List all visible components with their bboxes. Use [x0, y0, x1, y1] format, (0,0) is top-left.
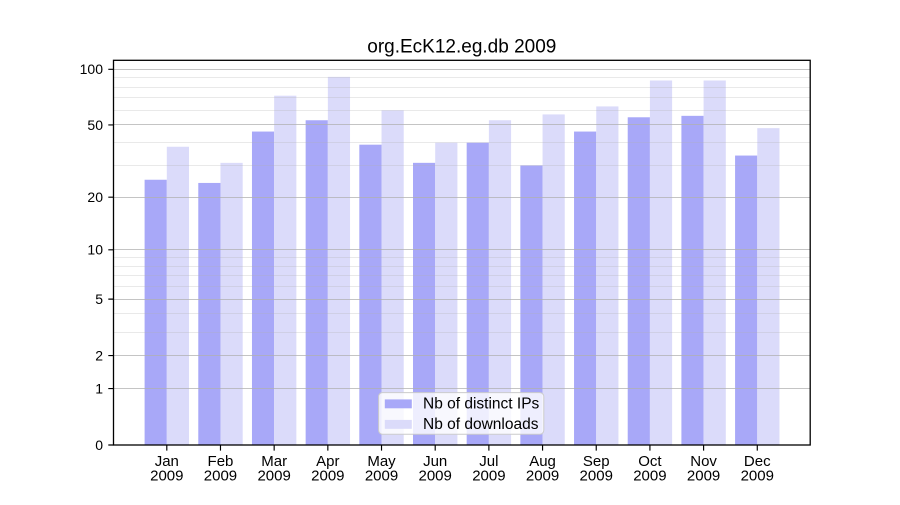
- svg-text:0: 0: [95, 437, 103, 453]
- svg-text:2009: 2009: [365, 468, 398, 485]
- svg-text:Oct: Oct: [638, 453, 662, 470]
- svg-text:2: 2: [95, 347, 103, 363]
- svg-text:1: 1: [95, 380, 103, 396]
- svg-text:2009: 2009: [311, 468, 344, 485]
- svg-text:2009: 2009: [257, 468, 290, 485]
- svg-text:Jun: Jun: [423, 453, 447, 470]
- svg-text:Dec: Dec: [744, 453, 771, 470]
- svg-text:Jan: Jan: [155, 453, 179, 470]
- svg-text:Mar: Mar: [261, 453, 287, 470]
- svg-text:2009: 2009: [580, 468, 613, 485]
- svg-text:Nov: Nov: [690, 453, 717, 470]
- svg-text:Jul: Jul: [479, 453, 498, 470]
- svg-text:2009: 2009: [472, 468, 505, 485]
- svg-text:100: 100: [80, 61, 104, 77]
- svg-text:Feb: Feb: [208, 453, 234, 470]
- svg-text:5: 5: [95, 291, 103, 307]
- svg-text:May: May: [367, 453, 396, 470]
- svg-text:2009: 2009: [419, 468, 452, 485]
- svg-text:10: 10: [87, 242, 103, 258]
- svg-text:2009: 2009: [204, 468, 237, 485]
- svg-text:Sep: Sep: [583, 453, 610, 470]
- svg-text:20: 20: [87, 189, 103, 205]
- svg-text:Aug: Aug: [529, 453, 556, 470]
- svg-text:50: 50: [87, 117, 103, 133]
- svg-text:2009: 2009: [526, 468, 559, 485]
- svg-text:org.EcK12.eg.db 2009: org.EcK12.eg.db 2009: [367, 36, 556, 57]
- svg-text:Nb of downloads: Nb of downloads: [423, 416, 539, 433]
- svg-text:2009: 2009: [633, 468, 666, 485]
- svg-text:Nb of distinct IPs: Nb of distinct IPs: [423, 396, 540, 413]
- svg-text:2009: 2009: [150, 468, 183, 485]
- svg-text:2009: 2009: [741, 468, 774, 485]
- svg-text:2009: 2009: [687, 468, 720, 485]
- svg-text:Apr: Apr: [316, 453, 339, 470]
